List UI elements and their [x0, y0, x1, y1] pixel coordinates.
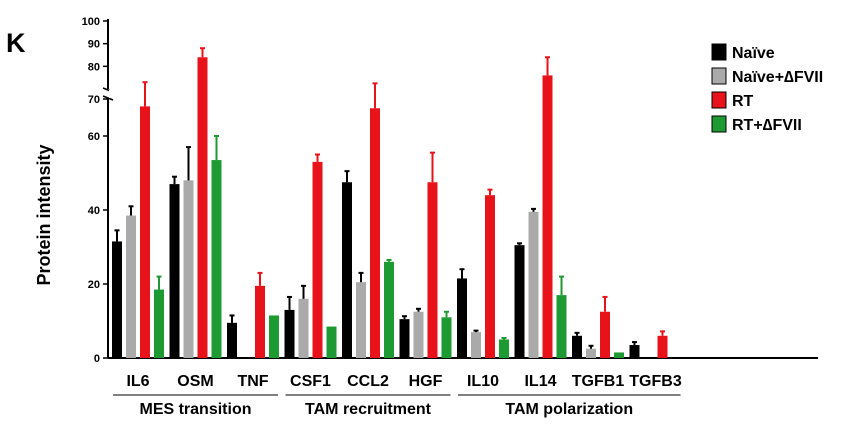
y-tick-label: 70: [88, 94, 100, 106]
panel-letter: K: [6, 28, 26, 58]
category-label: OSM: [177, 373, 213, 390]
group-label: TAM polarization: [505, 401, 633, 418]
legend-label: RT+∆FVII: [732, 117, 802, 134]
y-tick-label: 40: [88, 205, 100, 217]
bar: [413, 311, 424, 358]
category-label: TGFB3: [629, 373, 682, 390]
category-label: CSF1: [290, 373, 331, 390]
bar: [255, 285, 265, 358]
group-label: TAM recruitment: [305, 401, 432, 418]
legend-label: RT: [732, 93, 754, 110]
y-axis-label: Protein intensity: [34, 144, 54, 285]
bar: [211, 160, 222, 358]
bar: [298, 298, 309, 358]
bar: [572, 335, 582, 358]
legend-swatch: [711, 43, 727, 61]
category-label: CCL2: [347, 373, 389, 390]
y-tick-label: 60: [88, 131, 100, 143]
bar: [312, 161, 323, 358]
category-label: TGFB1: [572, 373, 625, 390]
bar: [284, 309, 295, 358]
bar: [197, 57, 208, 359]
axis-break-mark: [102, 95, 114, 101]
bar: [485, 195, 495, 358]
bar: [269, 315, 279, 358]
bar: [556, 295, 567, 358]
bar: [370, 108, 380, 358]
bar: [614, 352, 624, 358]
bar: [384, 261, 394, 358]
bar: [342, 182, 352, 358]
bar: [326, 326, 337, 358]
y-tick-label: 80: [88, 61, 100, 73]
bar: [112, 241, 122, 358]
bar: [441, 317, 452, 358]
bar: [126, 215, 136, 358]
bar: [169, 184, 180, 358]
y-tick-label: 100: [82, 16, 100, 28]
legend-label: Naïve+∆FVII: [732, 69, 823, 86]
bar: [457, 278, 467, 358]
legend: Naïve Naïve+∆FVII RT RT+∆FVII: [711, 43, 823, 134]
legend-swatch: [711, 67, 727, 85]
legend-swatch: [711, 115, 727, 133]
bars-layer: [112, 57, 668, 359]
bar: [471, 332, 481, 358]
bar: [499, 339, 509, 358]
bar: [154, 289, 164, 358]
category-labels: IL6 OSM TNF CSF1 CCL2 HGF IL10 IL14 TGFB1 TGFB3: [126, 373, 681, 390]
category-label: HGF: [409, 373, 443, 390]
category-label: IL14: [524, 373, 556, 390]
bar: [600, 311, 610, 358]
bar: [427, 182, 438, 358]
group-label: MES transition: [139, 401, 251, 418]
category-label: IL10: [467, 373, 499, 390]
bar: [528, 211, 539, 358]
bar: [514, 245, 525, 358]
bar: [629, 345, 640, 358]
category-label: IL6: [126, 373, 149, 390]
bar: [399, 319, 410, 358]
bar: [586, 348, 596, 358]
bar: [657, 335, 668, 358]
legend-label: Naïve: [732, 45, 775, 62]
bar: [183, 180, 194, 358]
y-tick-label: 0: [94, 353, 100, 365]
legend-swatch: [711, 91, 727, 109]
bar: [542, 75, 553, 359]
bar: [227, 322, 237, 358]
category-label: TNF: [237, 373, 268, 390]
y-tick-label: 90: [88, 39, 100, 51]
bar: [356, 282, 366, 358]
bar: [140, 106, 150, 359]
y-tick-label: 20: [88, 279, 100, 291]
error-bars-layer: [114, 47, 665, 349]
axis-break-band: [109, 90, 819, 98]
group-labels: MES transition TAM recruitment TAM polariz…: [113, 394, 681, 418]
